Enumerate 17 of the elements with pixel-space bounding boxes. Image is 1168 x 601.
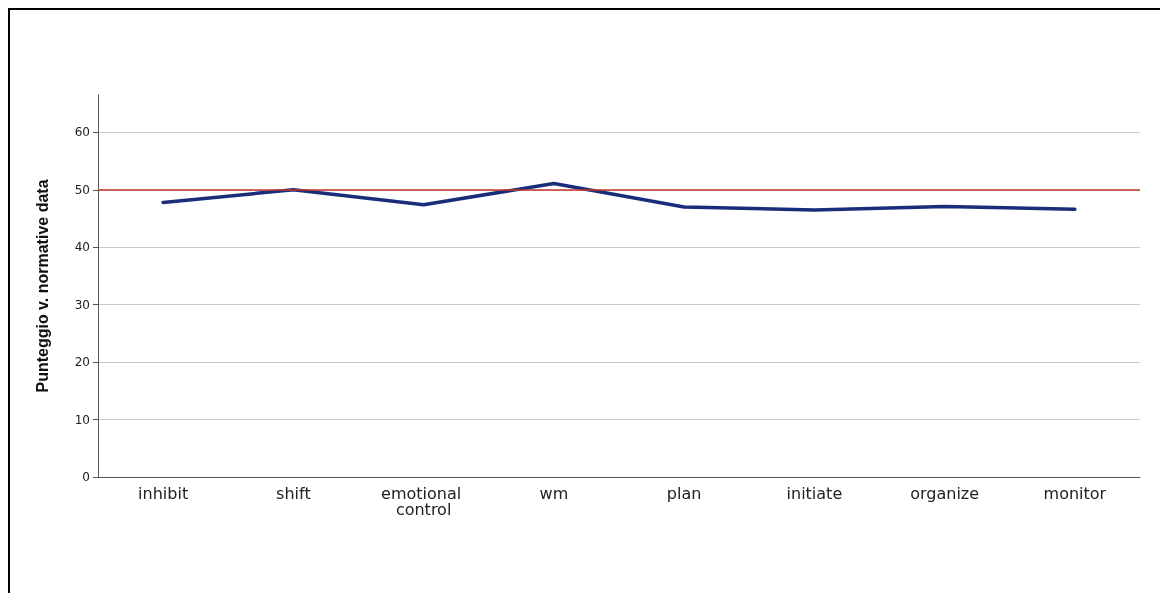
- y-tick-label: 20: [74, 355, 90, 370]
- line-series: [161, 181, 1077, 212]
- y-tick-label: 40: [74, 240, 90, 255]
- y-tick-label: 0: [82, 470, 90, 484]
- y-tick-label: 60: [74, 125, 90, 140]
- y-tick-label: 10: [74, 412, 90, 427]
- x-tick-label: plan: [666, 483, 702, 503]
- x-tick-label: inhibit: [138, 483, 189, 503]
- y-tick-label: 30: [74, 297, 90, 312]
- x-tick-label: initiate: [786, 483, 843, 503]
- x-tick-label: monitor: [1043, 483, 1107, 503]
- x-tick-label: emotional control: [381, 483, 467, 519]
- y-tick-label: 50: [74, 182, 90, 197]
- x-tick-label: shift: [276, 483, 311, 503]
- y-axis-title: Punteggio v. normative data: [33, 179, 51, 393]
- x-tick-label: wm: [539, 483, 569, 503]
- x-tick-label: organize: [910, 483, 980, 503]
